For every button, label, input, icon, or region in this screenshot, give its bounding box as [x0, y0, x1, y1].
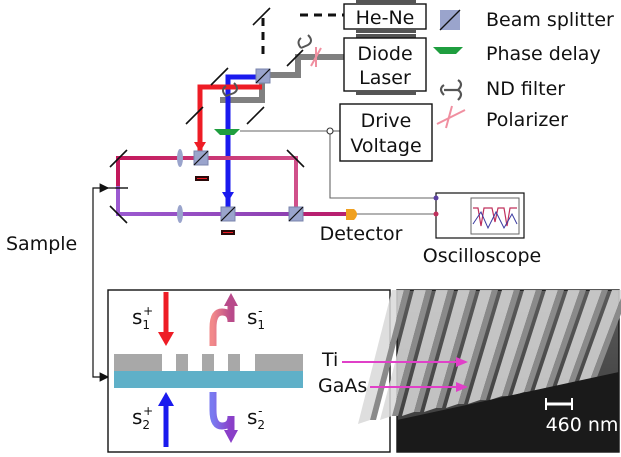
lenses: [177, 149, 183, 223]
gaas-label: GaAs: [318, 375, 367, 397]
s1-minus-label: s1-: [247, 304, 265, 332]
lens: [177, 205, 183, 223]
polarizer-icon: [436, 109, 466, 125]
sem-ridge: [402, 290, 448, 416]
sem-ridge-shadow: [524, 290, 564, 392]
sem-ridge: [512, 290, 558, 396]
drive-wiring: [240, 130, 436, 215]
s2-plus-label: s2+: [132, 404, 153, 432]
diode-beam: [220, 54, 345, 103]
scale-bar-label: 460 nm: [546, 414, 619, 436]
sem-ridge-shadow: [480, 290, 520, 400]
mirror: [286, 49, 304, 67]
hene-laser: He-Ne: [343, 0, 427, 33]
bottom-arm: [116, 186, 296, 216]
legend-nd-filter: ND filter: [486, 78, 565, 100]
hene-label: He-Ne: [356, 7, 415, 29]
gaas-substrate: [114, 371, 303, 388]
mirror: [286, 149, 305, 168]
detector-label: Detector: [320, 223, 403, 245]
s1-minus-arrow: [209, 304, 235, 346]
sem-ridge: [468, 290, 514, 404]
pointer-arrows: [342, 357, 468, 392]
mirror: [109, 205, 128, 224]
legend: Beam splitter Phase delay ND filter Pola…: [433, 9, 614, 131]
mirror: [109, 149, 128, 168]
sem-ridge: [358, 290, 404, 424]
diode-label-line2: Laser: [359, 67, 411, 89]
phase-delay-icon: [214, 129, 240, 135]
detector-icon: [346, 209, 357, 220]
sem-ridge: [534, 290, 580, 392]
nd-filter-icon: [439, 79, 463, 101]
sem-image: 460 nm: [358, 289, 621, 453]
sem-ridge-shadow: [590, 297, 621, 380]
beam-splitters: [193, 68, 304, 222]
phase-delay-icon: [433, 47, 463, 54]
drive-voltage-box: Drive Voltage: [339, 103, 433, 162]
drive-label-line2: Voltage: [350, 135, 421, 157]
mirror: [246, 106, 265, 125]
red-beam: [197, 84, 262, 158]
mirror: [210, 67, 229, 86]
legend-beam-splitter: Beam splitter: [486, 9, 614, 31]
legend-polarizer: Polarizer: [486, 109, 568, 131]
sem-ridge-shadow: [502, 290, 542, 396]
top-arm: [116, 156, 298, 214]
drive-label-line1: Drive: [361, 110, 412, 132]
sem-ridge: [578, 290, 621, 384]
sample-label: Sample: [6, 233, 77, 255]
s1-plus-label: s1+: [132, 304, 153, 332]
sem-ridge-shadow: [546, 290, 586, 388]
oscilloscope-label: Oscilloscope: [423, 245, 541, 267]
nd-filter-icon: [222, 82, 238, 97]
diode-label-line1: Diode: [357, 43, 412, 65]
mirror: [252, 7, 271, 26]
ti-label: Ti: [321, 349, 338, 371]
sem-ridge-shadow: [414, 290, 454, 412]
wire-junction: [326, 127, 334, 135]
red-beam-arrowhead: [194, 142, 206, 152]
sem-ridge-shadow: [392, 290, 432, 416]
nd-filter-icon: [297, 34, 312, 49]
mirrors: [109, 7, 305, 224]
legend-phase-delay: Phase delay: [486, 43, 601, 65]
sem-ridge: [424, 290, 470, 412]
sem-ridge-shadow: [436, 290, 476, 408]
scope-trace: [472, 210, 518, 230]
sample-inset: s1+ s1- s2+ s2- Ti GaAs: [107, 289, 391, 453]
sem-ridge-shadow: [458, 290, 498, 404]
sem-ridge-shadow: [568, 290, 608, 384]
s2-minus-arrow: [209, 392, 235, 432]
lens: [177, 149, 183, 167]
blue-beam: [225, 74, 262, 218]
sem-ridge: [446, 290, 492, 408]
blue-beam-arrowhead: [222, 192, 234, 202]
s2-minus-label: s2-: [247, 404, 265, 432]
mirror: [185, 106, 204, 125]
oscilloscope: Oscilloscope: [423, 192, 541, 267]
sem-ridge: [490, 290, 536, 400]
diode-laser: Diode Laser: [343, 34, 427, 95]
sem-ridge: [556, 290, 602, 388]
